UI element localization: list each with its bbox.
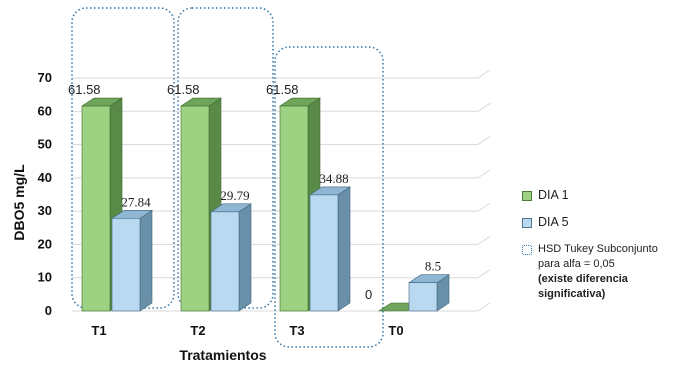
legend-swatch-green <box>522 191 532 201</box>
legend-note: HSD Tukey Subconjunto para alfa = 0,05 (… <box>538 242 674 302</box>
bar-T2-dia-5 <box>210 203 252 312</box>
legend: DIA 1 DIA 5 HSD Tukey Subconjunto para a… <box>522 188 674 310</box>
bar-T3-dia-5-side <box>337 186 351 312</box>
y-tick-label: 40 <box>38 170 52 185</box>
gridline-depth-5 <box>477 136 491 145</box>
data-label-T1-1: 61.58 <box>68 82 101 97</box>
y-tick-label: 50 <box>38 137 52 152</box>
legend-note-emphasis: (existe diferencia significativa) <box>538 273 628 300</box>
y-tick-label: 60 <box>38 103 52 118</box>
tukey-outline-3 <box>274 46 384 348</box>
bar-T1-dia-5-side <box>139 209 153 312</box>
y-tick-label: 30 <box>38 203 52 218</box>
gridline-depth-2 <box>477 236 491 245</box>
bar-T1-dia-5-front <box>111 218 141 312</box>
bars <box>81 97 450 312</box>
y-axis-ticks: 0 10 20 30 40 50 60 70 <box>38 70 52 318</box>
bar-T1-dia-1 <box>81 97 123 312</box>
y-tick-label: 70 <box>38 70 52 85</box>
bar-T2-dia-5-front <box>210 211 240 312</box>
x-tick-label-T2: T2 <box>190 323 205 338</box>
bar-T3-dia-1-front <box>279 105 309 312</box>
bar-T3-dia-5-front <box>309 194 339 312</box>
data-label-T2-2: 29.79 <box>220 188 249 203</box>
data-labels: 61.58 27.84 61.58 29.79 61.58 34.88 0 8.5 <box>68 82 441 302</box>
legend-item-tukey: HSD Tukey Subconjunto para alfa = 0,05 (… <box>522 242 674 302</box>
y-tick-label: 10 <box>38 270 52 285</box>
gridline-depth-3 <box>477 202 491 212</box>
legend-note-label: HSD Tukey Subconjunto para alfa = 0,05 <box>538 243 658 270</box>
y-axis-label: DBO5 mg/L <box>11 164 27 241</box>
bar-T1-dia-1-front <box>81 105 111 312</box>
tukey-outline-1 <box>71 7 175 309</box>
bar-T2-dia-1-front <box>180 105 210 312</box>
y-tick-label: 0 <box>45 303 52 318</box>
x-axis-ticks: T1 T2 T3 T0 <box>91 323 403 338</box>
legend-item-dia1: DIA 1 <box>522 188 674 203</box>
data-label-T1-2: 27.84 <box>121 194 151 209</box>
legend-swatch-dotted <box>522 245 532 255</box>
gridline-depth-6 <box>477 102 491 112</box>
gridline-depth-0 <box>477 302 491 312</box>
gridline-depth-7 <box>477 69 491 79</box>
bar-T0-dia-5 <box>408 274 450 312</box>
legend-label-dia5: DIA 5 <box>538 215 569 229</box>
data-label-T3-1: 61.58 <box>266 82 299 97</box>
data-label-T0-2: 8.5 <box>425 259 441 274</box>
bar-T2-dia-1 <box>180 97 222 312</box>
legend-item-dia5: DIA 5 <box>522 215 674 230</box>
legend-swatch-blue <box>522 218 532 228</box>
x-axis-label: Tratamientos <box>179 347 266 363</box>
legend-label-dia1: DIA 1 <box>538 188 569 202</box>
bar-T3-dia-5 <box>309 186 351 312</box>
x-tick-label-T3: T3 <box>289 323 304 338</box>
gridline-depth-4 <box>477 169 491 179</box>
bar-T1-dia-5 <box>111 209 153 312</box>
y-tick-label: 20 <box>38 236 52 251</box>
x-tick-label-T0: T0 <box>388 323 403 338</box>
data-label-T2-1: 61.58 <box>167 82 200 97</box>
data-label-T3-2: 34.88 <box>319 171 348 186</box>
x-tick-label-T1: T1 <box>91 323 106 338</box>
bar-T0-dia-5-front <box>408 282 438 312</box>
gridline-depth-1 <box>477 269 491 279</box>
data-label-T0-1: 0 <box>365 287 372 302</box>
bar-T2-dia-5-side <box>238 203 252 312</box>
